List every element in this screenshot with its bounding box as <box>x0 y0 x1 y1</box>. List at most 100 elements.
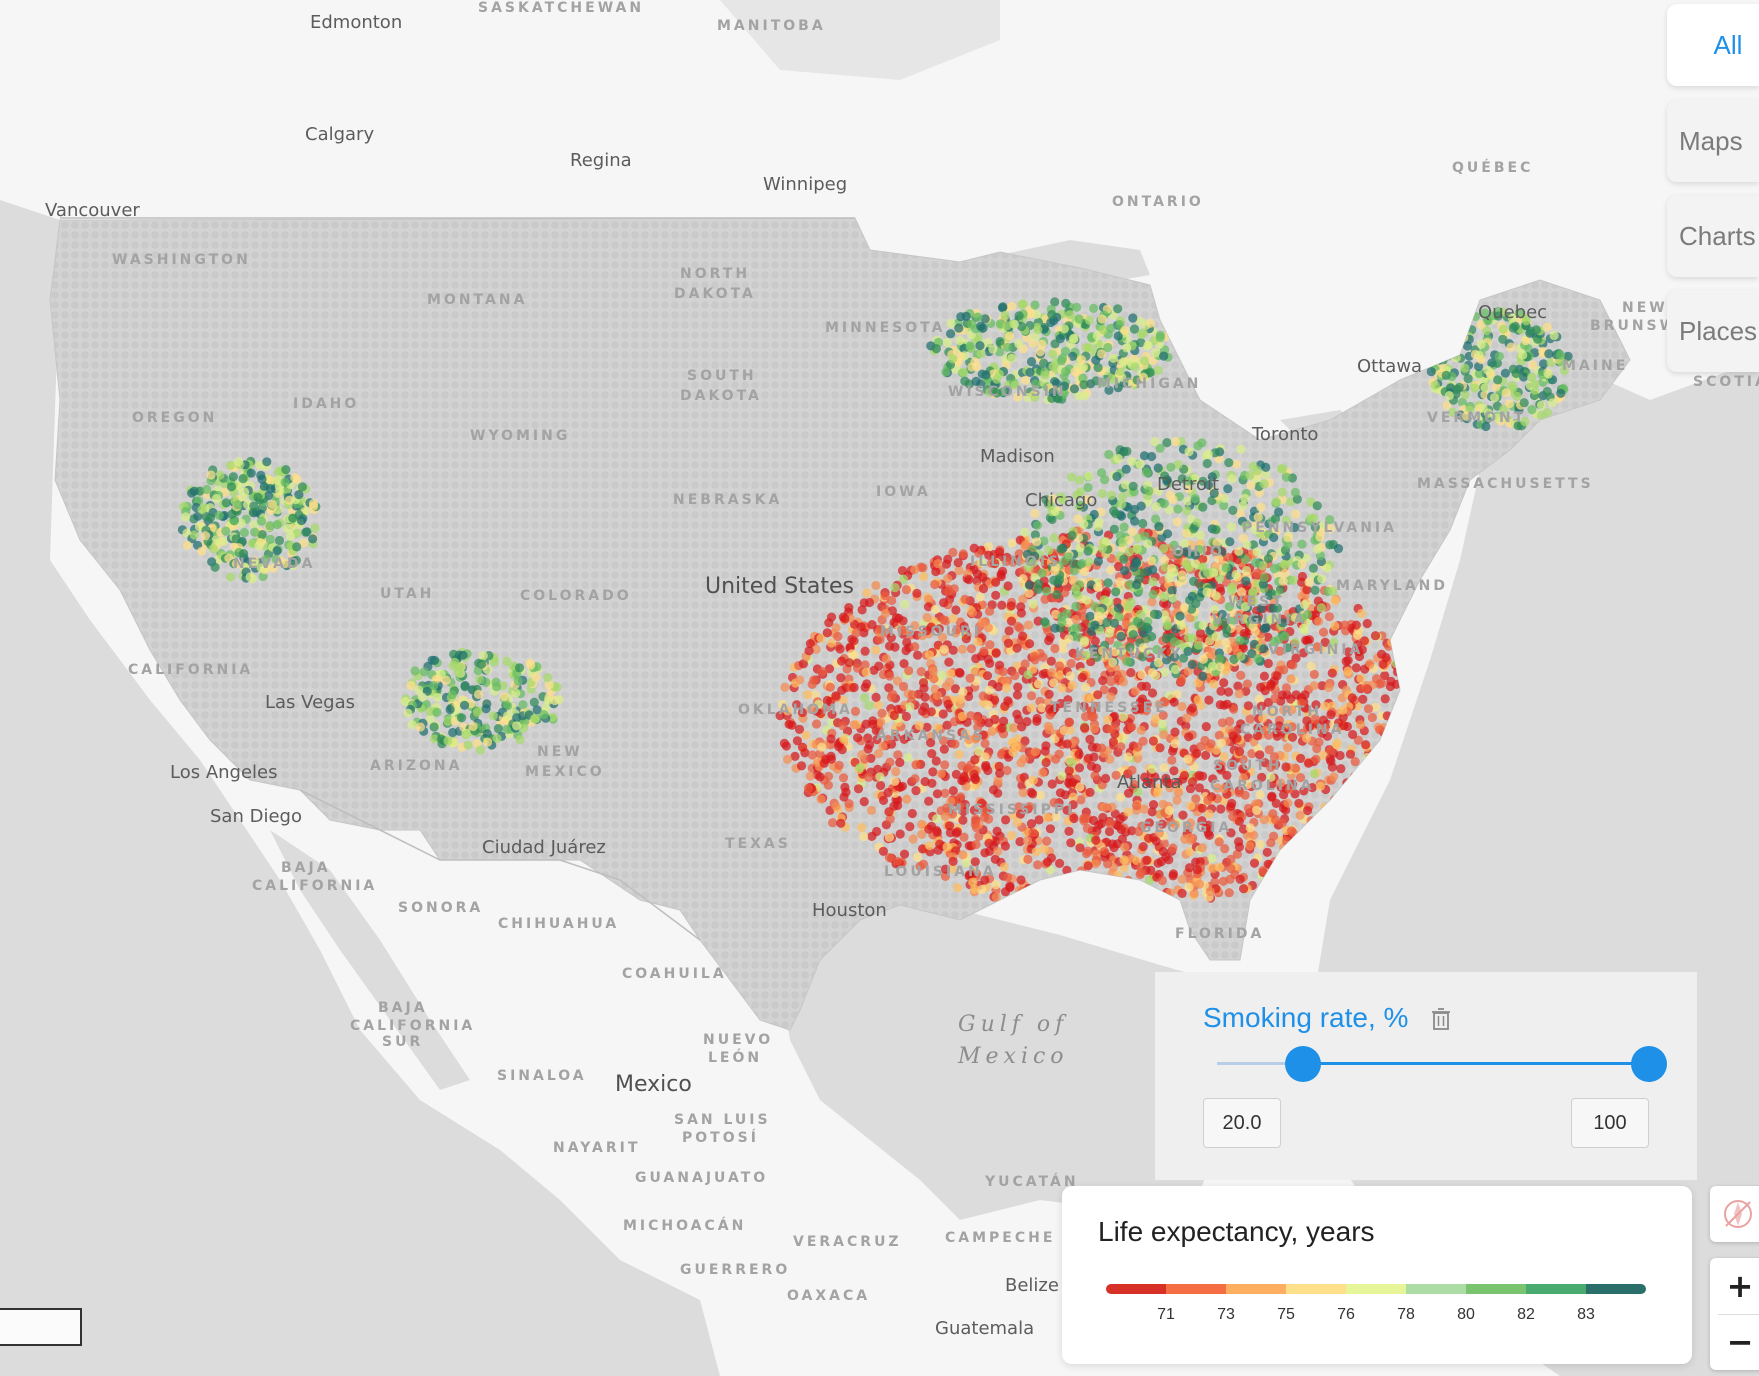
min-value-input[interactable]: 20.0 <box>1203 1098 1281 1148</box>
zoom-in-button[interactable]: + <box>1726 1267 1754 1305</box>
region-label: NAYARIT <box>553 1140 641 1156</box>
hex-cell <box>1047 310 1057 320</box>
hex-cell <box>1097 743 1107 753</box>
region-label: DAKOTA <box>674 286 756 302</box>
hex-cell <box>916 667 926 677</box>
hex-cell <box>954 749 964 760</box>
hex-cell <box>511 688 521 698</box>
hex-cell <box>803 783 814 793</box>
hex-cell <box>948 786 958 796</box>
hex-cell <box>1138 518 1148 529</box>
zoom-out-button[interactable]: − <box>1726 1323 1754 1361</box>
hex-cell <box>1002 765 1012 776</box>
hex-cell <box>1295 810 1305 820</box>
region-label: POTOSÍ <box>682 1130 759 1146</box>
city-label: Detroit <box>1157 474 1220 495</box>
hex-cell <box>1187 660 1197 670</box>
hex-cell <box>1040 594 1050 605</box>
hex-cell <box>1277 487 1287 497</box>
hex-cell <box>864 772 874 783</box>
hex-cell <box>1003 696 1013 706</box>
region-label: SASKATCHEWAN <box>478 0 645 16</box>
zoom-controls: + − <box>1710 1258 1759 1370</box>
hex-cell <box>1268 831 1279 841</box>
hex-cell <box>254 541 264 551</box>
slider-handle-min[interactable] <box>1285 1046 1322 1082</box>
hex-cell <box>1214 837 1224 847</box>
hex-cell <box>1184 447 1194 457</box>
compass-icon <box>1724 1200 1752 1228</box>
hex-cell <box>1079 380 1089 390</box>
hex-cell <box>429 681 439 691</box>
hex-cell <box>1105 754 1115 765</box>
hex-cell <box>1173 504 1183 514</box>
hex-cell <box>1549 330 1559 341</box>
legend-tick-label: 75 <box>1277 1306 1295 1323</box>
hex-cell <box>265 475 275 485</box>
tab-all[interactable]: All <box>1667 4 1759 86</box>
hex-cell <box>443 736 453 746</box>
hex-cell <box>1058 644 1068 654</box>
region-label: CALIFORNIA <box>252 878 378 894</box>
tab-places[interactable]: Places <box>1667 290 1759 372</box>
hex-cell <box>889 710 899 721</box>
hex-cell <box>1245 823 1255 833</box>
hex-cell <box>1119 522 1129 532</box>
hex-cell <box>267 500 278 510</box>
region-label: QUÉBEC <box>1452 160 1534 176</box>
hex-cell <box>552 682 562 692</box>
region-label: LEÓN <box>708 1050 763 1066</box>
hex-cell <box>1122 343 1132 353</box>
hex-cell <box>998 302 1008 312</box>
slider-handle-max[interactable] <box>1631 1046 1667 1082</box>
hex-cell <box>1193 695 1203 705</box>
hex-cell <box>1091 835 1101 845</box>
tab-charts[interactable]: Charts <box>1667 195 1759 277</box>
hex-cell <box>991 590 1001 600</box>
region-label: ARIZONA <box>370 758 463 774</box>
hex-cell <box>958 549 968 559</box>
hex-cell <box>984 685 994 695</box>
legend-tick-label: 76 <box>1337 1306 1355 1323</box>
hex-cell <box>1227 522 1237 532</box>
hex-cell <box>953 558 963 568</box>
hex-cell <box>917 829 927 840</box>
hex-cell <box>296 516 307 526</box>
hex-cell <box>256 516 267 526</box>
hex-cell <box>961 311 971 321</box>
hex-cell <box>1148 589 1158 600</box>
hex-cell <box>828 818 838 828</box>
hex-cell <box>308 501 318 511</box>
hex-cell <box>871 692 881 703</box>
legend-swatch <box>1526 1284 1586 1294</box>
legend-swatch <box>1586 1284 1646 1294</box>
hex-cell <box>1207 853 1217 864</box>
hex-cell <box>1016 875 1026 885</box>
max-value-input[interactable]: 100 <box>1571 1098 1649 1148</box>
hex-cell <box>966 644 977 654</box>
tab-maps[interactable]: Maps <box>1667 100 1759 182</box>
hex-cell <box>973 312 983 322</box>
pacific-ocean <box>0 200 720 1376</box>
hex-cell <box>1143 340 1153 350</box>
hex-cell <box>1015 837 1025 847</box>
hex-cell <box>834 742 844 752</box>
compass-button[interactable] <box>1710 1186 1759 1242</box>
hex-cell <box>1186 801 1196 811</box>
trash-icon[interactable] <box>1431 1008 1451 1030</box>
hex-cell <box>1024 580 1035 590</box>
hex-cell <box>1076 795 1086 805</box>
hex-cell <box>1234 546 1244 557</box>
hex-cell <box>1013 682 1023 692</box>
hex-cell <box>1155 743 1165 753</box>
hex-cell <box>1001 815 1011 825</box>
hex-cell <box>1234 689 1244 699</box>
hex-cell <box>1158 799 1168 809</box>
hex-cell <box>965 341 975 351</box>
hex-cell <box>1002 321 1012 331</box>
filter-title[interactable]: Smoking rate, % <box>1203 1002 1409 1033</box>
hex-cell <box>1049 678 1059 688</box>
hex-cell <box>1002 683 1012 693</box>
hex-cell <box>1324 682 1334 693</box>
